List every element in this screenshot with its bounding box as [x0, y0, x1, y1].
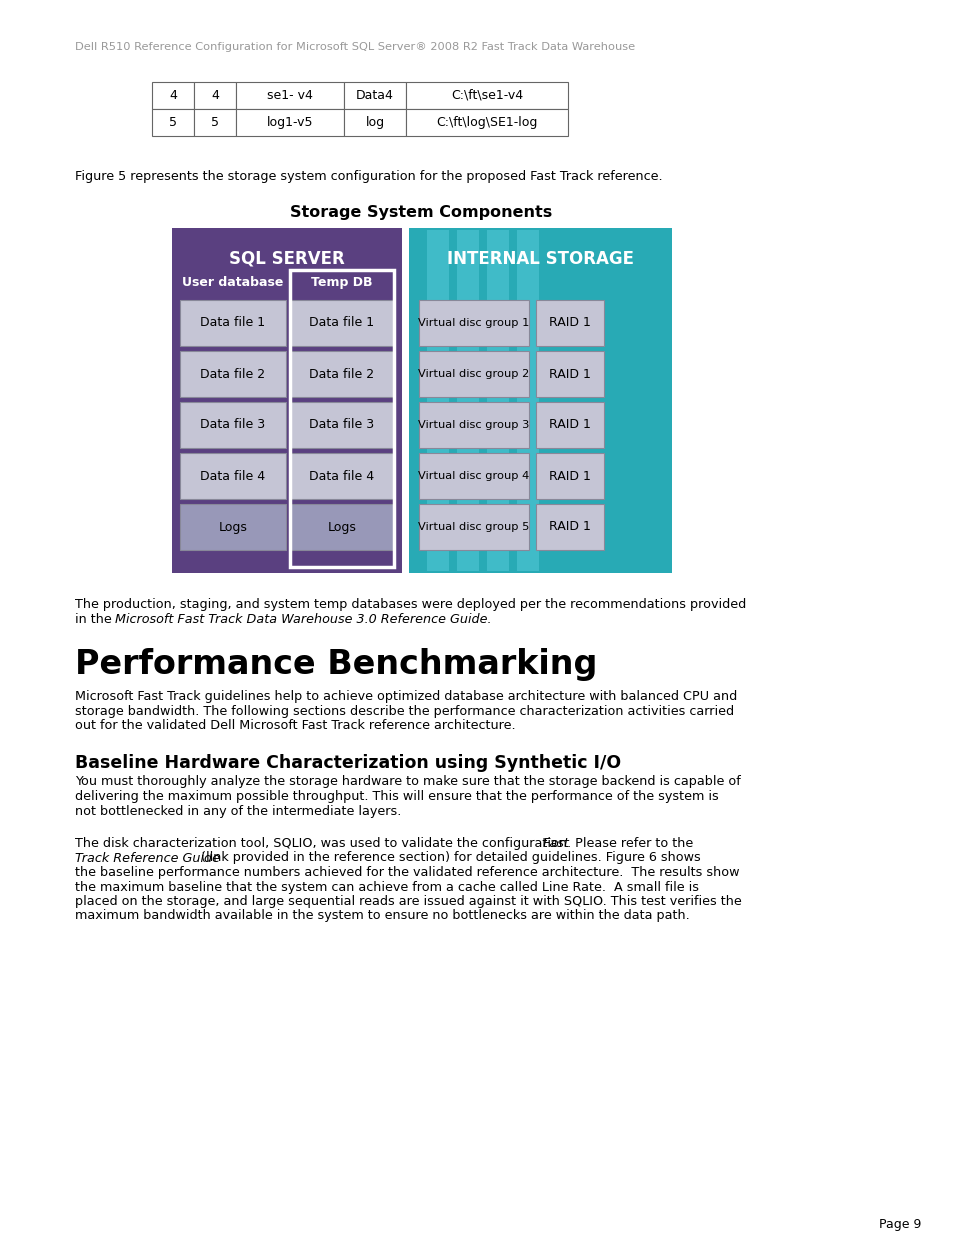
FancyBboxPatch shape [418, 351, 529, 396]
Text: Data4: Data4 [355, 89, 394, 103]
FancyBboxPatch shape [418, 453, 529, 499]
Text: Storage System Components: Storage System Components [290, 205, 552, 220]
Text: out for the validated Dell Microsoft Fast Track reference architecture.: out for the validated Dell Microsoft Fas… [75, 719, 515, 732]
FancyBboxPatch shape [180, 300, 286, 346]
FancyBboxPatch shape [536, 504, 603, 550]
FancyBboxPatch shape [344, 109, 406, 136]
Text: Temp DB: Temp DB [311, 275, 373, 289]
FancyBboxPatch shape [486, 230, 509, 571]
FancyBboxPatch shape [456, 230, 478, 571]
Text: Microsoft Fast Track Data Warehouse 3.0 Reference Guide.: Microsoft Fast Track Data Warehouse 3.0 … [115, 613, 491, 626]
Text: Page 9: Page 9 [878, 1218, 921, 1231]
FancyBboxPatch shape [180, 403, 286, 448]
Text: Dell R510 Reference Configuration for Microsoft SQL Server® 2008 R2 Fast Track D: Dell R510 Reference Configuration for Mi… [75, 42, 635, 52]
Text: Data file 2: Data file 2 [200, 368, 265, 380]
Text: Performance Benchmarking: Performance Benchmarking [75, 648, 597, 680]
FancyBboxPatch shape [427, 230, 449, 571]
FancyBboxPatch shape [180, 504, 286, 550]
Text: The production, staging, and system temp databases were deployed per the recomme: The production, staging, and system temp… [75, 598, 745, 611]
FancyBboxPatch shape [290, 504, 394, 550]
Text: 5: 5 [211, 116, 219, 128]
Text: Data file 1: Data file 1 [309, 316, 375, 330]
Text: INTERNAL STORAGE: INTERNAL STORAGE [447, 249, 634, 268]
Text: Fast: Fast [542, 837, 569, 850]
FancyBboxPatch shape [418, 403, 529, 448]
FancyBboxPatch shape [172, 228, 401, 573]
FancyBboxPatch shape [290, 453, 394, 499]
FancyBboxPatch shape [536, 300, 603, 346]
Text: Logs: Logs [327, 520, 356, 534]
Text: not bottlenecked in any of the intermediate layers.: not bottlenecked in any of the intermedi… [75, 804, 401, 818]
FancyBboxPatch shape [536, 351, 603, 396]
Text: Virtual disc group 3: Virtual disc group 3 [417, 420, 529, 430]
Text: (link provided in the reference section) for detailed guidelines. Figure 6 shows: (link provided in the reference section)… [196, 851, 700, 864]
Text: Data file 2: Data file 2 [309, 368, 375, 380]
Text: Microsoft Fast Track guidelines help to achieve optimized database architecture : Microsoft Fast Track guidelines help to … [75, 690, 737, 703]
Text: se1- v4: se1- v4 [267, 89, 313, 103]
Text: Logs: Logs [218, 520, 247, 534]
Text: Virtual disc group 5: Virtual disc group 5 [417, 522, 529, 532]
FancyBboxPatch shape [152, 82, 193, 109]
FancyBboxPatch shape [418, 504, 529, 550]
FancyBboxPatch shape [406, 82, 567, 109]
Text: Data file 4: Data file 4 [309, 469, 375, 483]
Text: C:\ft\se1-v4: C:\ft\se1-v4 [451, 89, 522, 103]
FancyBboxPatch shape [517, 230, 538, 571]
Text: Data file 1: Data file 1 [200, 316, 265, 330]
FancyBboxPatch shape [536, 403, 603, 448]
Text: The disk characterization tool, SQLIO, was used to validate the configuration. P: The disk characterization tool, SQLIO, w… [75, 837, 697, 850]
Text: Virtual disc group 2: Virtual disc group 2 [418, 369, 529, 379]
Text: User database: User database [182, 275, 283, 289]
Text: RAID 1: RAID 1 [549, 469, 590, 483]
Text: Data file 3: Data file 3 [309, 419, 375, 431]
Text: maximum bandwidth available in the system to ensure no bottlenecks are within th: maximum bandwidth available in the syste… [75, 909, 689, 923]
Text: You must thoroughly analyze the storage hardware to make sure that the storage b: You must thoroughly analyze the storage … [75, 776, 740, 788]
Text: 5: 5 [169, 116, 177, 128]
FancyBboxPatch shape [193, 109, 235, 136]
Text: the maximum baseline that the system can achieve from a cache called Line Rate. : the maximum baseline that the system can… [75, 881, 699, 893]
Text: RAID 1: RAID 1 [549, 368, 590, 380]
Text: C:\ft\log\SE1-log: C:\ft\log\SE1-log [436, 116, 537, 128]
Text: RAID 1: RAID 1 [549, 419, 590, 431]
Text: 4: 4 [169, 89, 176, 103]
Text: Data file 4: Data file 4 [200, 469, 265, 483]
FancyBboxPatch shape [290, 351, 394, 396]
Text: 4: 4 [211, 89, 218, 103]
FancyBboxPatch shape [180, 453, 286, 499]
Text: log1-v5: log1-v5 [267, 116, 313, 128]
FancyBboxPatch shape [409, 228, 671, 573]
Text: the baseline performance numbers achieved for the validated reference architectu: the baseline performance numbers achieve… [75, 866, 739, 879]
FancyBboxPatch shape [235, 109, 344, 136]
FancyBboxPatch shape [344, 82, 406, 109]
Text: Figure 5 represents the storage system configuration for the proposed Fast Track: Figure 5 represents the storage system c… [75, 170, 662, 183]
Text: Baseline Hardware Characterization using Synthetic I/O: Baseline Hardware Characterization using… [75, 753, 620, 772]
Text: in the: in the [75, 613, 115, 626]
Text: log: log [365, 116, 384, 128]
Text: Virtual disc group 1: Virtual disc group 1 [417, 317, 529, 329]
Text: RAID 1: RAID 1 [549, 520, 590, 534]
Text: SQL SERVER: SQL SERVER [229, 249, 345, 268]
FancyBboxPatch shape [290, 300, 394, 346]
FancyBboxPatch shape [152, 109, 193, 136]
FancyBboxPatch shape [290, 403, 394, 448]
FancyBboxPatch shape [418, 300, 529, 346]
FancyBboxPatch shape [406, 109, 567, 136]
FancyBboxPatch shape [180, 351, 286, 396]
FancyBboxPatch shape [536, 453, 603, 499]
Text: Track Reference Guide: Track Reference Guide [75, 851, 220, 864]
Text: delivering the maximum possible throughput. This will ensure that the performanc: delivering the maximum possible throughp… [75, 790, 718, 803]
Text: storage bandwidth. The following sections describe the performance characterizat: storage bandwidth. The following section… [75, 704, 734, 718]
Text: Virtual disc group 4: Virtual disc group 4 [418, 471, 529, 480]
Text: RAID 1: RAID 1 [549, 316, 590, 330]
Text: Data file 3: Data file 3 [200, 419, 265, 431]
FancyBboxPatch shape [235, 82, 344, 109]
FancyBboxPatch shape [193, 82, 235, 109]
Text: placed on the storage, and large sequential reads are issued against it with SQL: placed on the storage, and large sequent… [75, 895, 741, 908]
